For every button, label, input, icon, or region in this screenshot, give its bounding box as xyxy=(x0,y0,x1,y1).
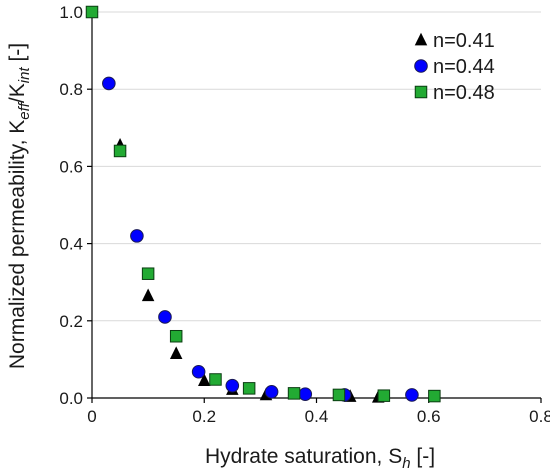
data-point xyxy=(198,373,211,387)
x-tick-label: 0.8 xyxy=(529,407,550,426)
data-point xyxy=(169,329,183,343)
y-axis-title: Normalized permeability, Keff/Kint [-] xyxy=(6,43,33,369)
data-point xyxy=(405,388,419,402)
series-triangle xyxy=(113,137,385,403)
data-point xyxy=(377,389,391,402)
x-tick-label: 0 xyxy=(87,407,96,426)
y-tick-label: 1.0 xyxy=(59,3,83,22)
axes xyxy=(87,11,542,403)
legend-label: n=0.41 xyxy=(433,30,495,52)
data-point xyxy=(130,229,144,243)
x-tick-labels: 0 0.2 0.4 0.6 0.8 xyxy=(87,407,550,426)
y-tick-labels: 0.0 0.2 0.4 0.6 0.8 1.0 xyxy=(59,3,83,408)
data-point xyxy=(102,76,116,91)
data-point xyxy=(158,310,172,324)
legend: n=0.41 n=0.44 n=0.48 xyxy=(414,30,495,104)
data-point xyxy=(169,346,183,360)
legend-marker xyxy=(414,85,428,99)
legend-label: n=0.44 xyxy=(433,56,495,78)
x-tick-label: 0.2 xyxy=(192,407,216,426)
x-axis-title: Hydrate saturation, Sh [-] xyxy=(205,445,435,472)
y-tick-label: 0.6 xyxy=(59,157,83,176)
legend-marker xyxy=(414,32,428,46)
legend-item: n=0.41 xyxy=(414,30,495,52)
gridlines xyxy=(92,11,541,322)
y-tick-label: 0.8 xyxy=(59,80,83,99)
data-point xyxy=(428,389,441,403)
y-tick-label: 0.0 xyxy=(59,389,83,408)
x-tick-label: 0.4 xyxy=(305,407,329,426)
data-point xyxy=(141,267,155,280)
legend-item: n=0.44 xyxy=(414,56,495,78)
data-point xyxy=(225,378,240,393)
y-tick-label: 0.4 xyxy=(59,235,83,254)
legend-marker xyxy=(414,59,428,73)
data-point xyxy=(141,288,155,302)
series-circle xyxy=(102,76,419,402)
data-point xyxy=(191,364,206,379)
data-point xyxy=(298,387,313,401)
y-tick-label: 0.2 xyxy=(59,312,83,331)
data-point xyxy=(332,388,346,402)
data-point xyxy=(209,373,222,386)
data-point xyxy=(242,382,256,395)
data-point xyxy=(85,5,99,19)
data-point xyxy=(113,144,127,158)
data-point xyxy=(264,385,279,399)
data-point xyxy=(287,387,301,400)
legend-label: n=0.48 xyxy=(433,82,495,104)
legend-item: n=0.48 xyxy=(414,82,495,104)
x-tick-label: 0.6 xyxy=(417,407,441,426)
data-points xyxy=(85,5,441,403)
series-square xyxy=(85,5,441,403)
